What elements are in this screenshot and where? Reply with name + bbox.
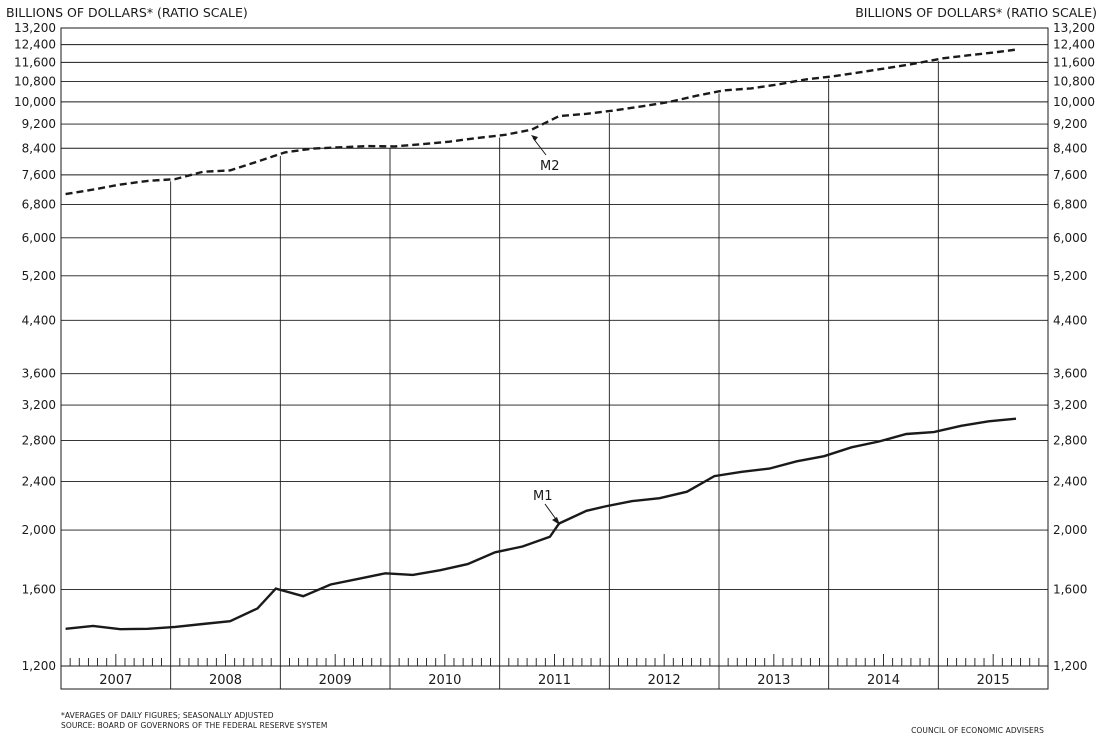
y-tick-label-right: 7,600	[1053, 168, 1087, 182]
y-tick-label-left: 2,000	[22, 523, 56, 537]
x-year-label: 2008	[209, 673, 242, 688]
y-tick-label-right: 9,200	[1053, 117, 1087, 131]
y-tick-label-left: 10,000	[14, 95, 56, 109]
year-labels: 2007 2008 2009 2010 2011 2012 2013 2014 2015	[99, 673, 1009, 688]
month-ticks	[69, 654, 1040, 666]
y-tick-label-left: 7,600	[22, 168, 56, 182]
y-tick-label-left: 2,400	[22, 475, 56, 489]
right-tick-labels: 1,200 1,600 2,000 2,400 2,800 3,200 3,600 4,400…	[1053, 21, 1095, 673]
y-tick-label-left: 4,400	[22, 313, 56, 327]
x-year-label: 2011	[538, 673, 571, 688]
y-tick-label-right: 2,800	[1053, 434, 1087, 448]
plot-frame	[60, 27, 1049, 690]
y-tick-label-right: 10,800	[1053, 74, 1095, 88]
y-tick-label-left: 5,200	[22, 269, 56, 283]
y-tick-label-right: 6,800	[1053, 197, 1087, 211]
credit-note: COUNCIL OF ECONOMIC ADVISERS	[911, 726, 1044, 735]
series-label-m2-arrowhead	[531, 135, 538, 141]
series-label-m2-leader	[532, 137, 547, 156]
y-tick-label-right: 4,400	[1053, 313, 1087, 327]
y-tick-label-left: 1,600	[22, 582, 56, 596]
series-line-m2	[65, 48, 1017, 196]
series-line-m1	[65, 417, 1017, 631]
source-note: SOURCE: BOARD OF GOVERNORS OF THE FEDERA…	[61, 721, 327, 730]
year-boundary-lines	[170, 61, 939, 689]
y-tick-label-right: 2,400	[1053, 475, 1087, 489]
y-tick-label-right: 1,200	[1053, 659, 1087, 673]
y-tick-label-left: 12,400	[14, 38, 56, 52]
y-tick-label-right: 1,600	[1053, 582, 1087, 596]
series-label-m1-arrowhead	[552, 517, 560, 525]
y-tick-label-right: 8,400	[1053, 141, 1087, 155]
y-tick-label-right: 3,200	[1053, 398, 1087, 412]
y-tick-label-right: 10,000	[1053, 95, 1095, 109]
y-tick-label-left: 6,000	[22, 231, 56, 245]
x-year-label: 2010	[428, 673, 461, 688]
x-year-label: 2013	[757, 673, 790, 688]
y-tick-label-left: 3,600	[22, 367, 56, 381]
left-tick-labels: 1,200 1,600 2,000 2,400 2,800 3,200 3,600 4,400…	[14, 21, 56, 673]
x-year-label: 2007	[99, 673, 132, 688]
y-tick-label-left: 2,800	[22, 434, 56, 448]
y-tick-label-right: 11,600	[1053, 55, 1095, 69]
horizontal-gridlines	[61, 44, 1048, 590]
y-tick-label-left: 10,800	[14, 74, 56, 88]
y-tick-label-left: 8,400	[22, 141, 56, 155]
y-tick-label-right: 5,200	[1053, 269, 1087, 283]
y-tick-label-left: 6,800	[22, 197, 56, 211]
right-axis-title: BILLIONS OF DOLLARS* (RATIO SCALE)	[855, 5, 1097, 20]
y-tick-label-left: 3,200	[22, 398, 56, 412]
y-tick-label-left: 1,200	[22, 659, 56, 673]
y-tick-label-right: 12,400	[1053, 38, 1095, 52]
left-axis-title: BILLIONS OF DOLLARS* (RATIO SCALE)	[6, 5, 248, 20]
y-tick-label-left: 13,200	[14, 21, 56, 35]
series-label-m1: M1	[533, 489, 553, 504]
y-tick-label-left: 11,600	[14, 55, 56, 69]
y-tick-label-right: 6,000	[1053, 231, 1087, 245]
series-label-m2: M2	[540, 159, 560, 174]
x-year-label: 2012	[648, 673, 681, 688]
footnote: *AVERAGES OF DAILY FIGURES; SEASONALLY A…	[61, 711, 274, 720]
y-tick-label-left: 9,200	[22, 117, 56, 131]
y-tick-label-right: 13,200	[1053, 21, 1095, 35]
y-tick-label-right: 3,600	[1053, 367, 1087, 381]
y-tick-label-right: 2,000	[1053, 523, 1087, 537]
x-year-label: 2009	[319, 673, 352, 688]
x-year-label: 2015	[977, 673, 1010, 688]
x-year-label: 2014	[867, 673, 900, 688]
